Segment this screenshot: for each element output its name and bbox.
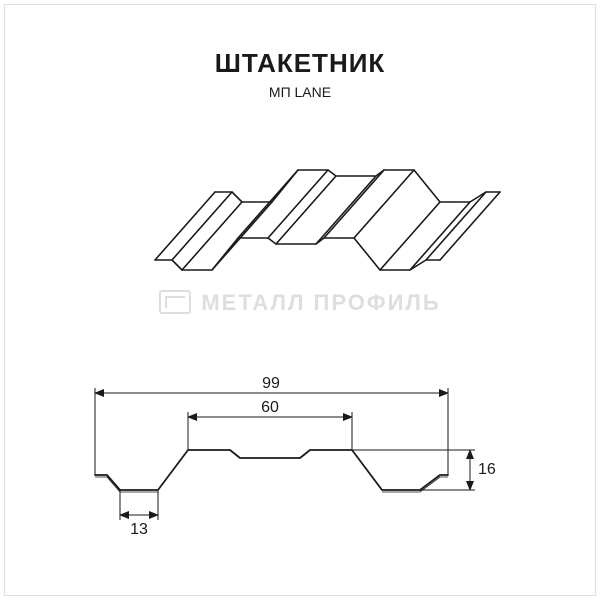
watermark-label: МЕТАЛЛ ПРОФИЛЬ [201, 290, 440, 315]
dim-height [352, 450, 475, 490]
page-subtitle: МП LANE [0, 84, 600, 100]
page-title: ШТАКЕТНИК [0, 48, 600, 79]
profile-section-line [95, 450, 448, 490]
dim-flange [120, 490, 158, 520]
dim-top-width-label: 60 [261, 399, 279, 416]
dim-top-width [188, 412, 352, 450]
isometric-drawing [0, 120, 600, 290]
section-drawing: 99 60 13 16 [0, 360, 600, 560]
dim-overall-width-label: 99 [262, 375, 280, 392]
dim-flange-label: 13 [130, 521, 148, 538]
dim-height-label: 16 [478, 461, 496, 478]
watermark-logo-icon [159, 290, 191, 314]
watermark: МЕТАЛЛ ПРОФИЛЬ [0, 290, 600, 316]
